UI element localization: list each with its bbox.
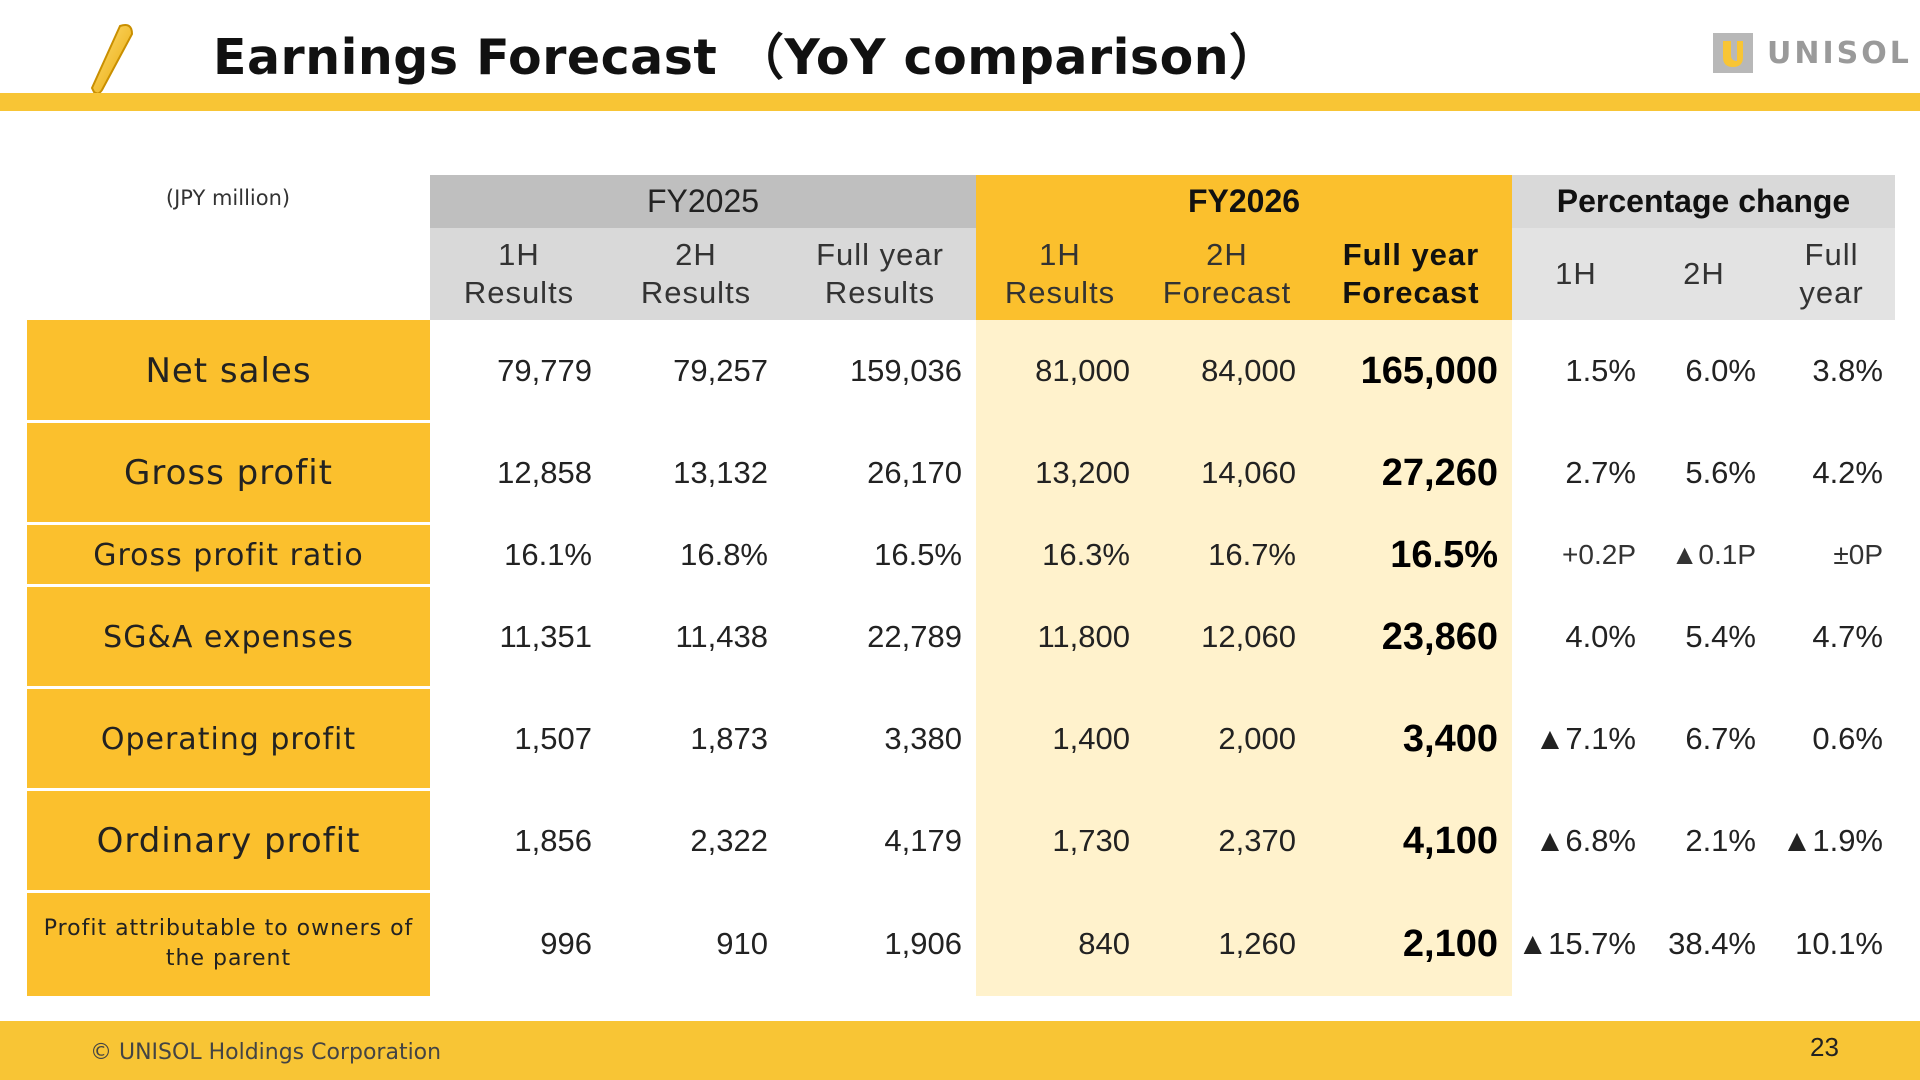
row-divider — [27, 686, 430, 689]
table-cell: 1,873 — [690, 721, 768, 756]
table-cell: 84,000 — [1201, 353, 1296, 388]
table-cell: +0.2P — [1562, 539, 1636, 570]
table-cell: 11,351 — [499, 619, 592, 654]
table-cell: 11,800 — [1037, 619, 1130, 654]
table-cell: 5.6% — [1685, 455, 1756, 490]
table-cell: 1,856 — [514, 823, 592, 858]
table-cell: 2,000 — [1218, 721, 1296, 756]
table-cell: 1,400 — [1052, 721, 1130, 756]
table-cell: 3.8% — [1812, 353, 1883, 388]
column-header: Full year Forecast — [1310, 228, 1512, 320]
column-header: 1H Results — [430, 228, 608, 320]
table-cell: 0.6% — [1812, 721, 1883, 756]
table-cell: 1,730 — [1052, 823, 1130, 858]
table-cell: 840 — [1078, 926, 1130, 961]
table-cell: ▲0.1P — [1670, 539, 1756, 570]
table-cell: 4.2% — [1812, 455, 1883, 490]
table-cell: 5.4% — [1685, 619, 1756, 654]
table-cell: 14,060 — [1201, 455, 1296, 490]
column-header: 1H Results — [976, 228, 1144, 320]
forecast-highlight — [976, 320, 1512, 996]
unit-label: (JPY million) — [165, 186, 291, 210]
table-cell: 165,000 — [1360, 349, 1498, 392]
row-divider — [27, 890, 430, 893]
table-cell: 10.1% — [1795, 926, 1883, 961]
row-label: Gross profit ratio — [27, 524, 430, 586]
row-label: Net sales — [27, 320, 430, 422]
table-cell: ±0P — [1833, 539, 1883, 570]
row-label: Ordinary profit — [27, 790, 430, 892]
column-header: 1H — [1512, 228, 1640, 320]
table-cell: 1,507 — [514, 721, 592, 756]
table-cell: ▲1.9% — [1781, 823, 1883, 858]
logo-mark-icon — [1713, 33, 1753, 73]
row-label: Gross profit — [27, 422, 430, 524]
table-cell: 4.0% — [1565, 619, 1636, 654]
table-cell: 16.7% — [1208, 537, 1296, 572]
table-cell: 6.7% — [1685, 721, 1756, 756]
copyright: © UNISOL Holdings Corporation — [90, 1040, 442, 1065]
table-cell: 4,100 — [1402, 819, 1498, 862]
row-label: SG&A expenses — [27, 586, 430, 688]
table-cell: 1,906 — [884, 926, 962, 961]
table-cell: 16.3% — [1042, 537, 1130, 572]
table-cell: 26,170 — [867, 455, 962, 490]
table-cell: 38.4% — [1668, 926, 1756, 961]
table-cell: 996 — [540, 926, 592, 961]
page-number: 23 — [1810, 1032, 1839, 1062]
column-header: Full year — [1768, 228, 1895, 320]
table-cell: 6.0% — [1685, 353, 1756, 388]
table-cell: 2,370 — [1218, 823, 1296, 858]
group-fy2025: FY2025 — [430, 175, 976, 228]
table-cell: 79,257 — [673, 353, 768, 388]
table-cell: 1.5% — [1565, 353, 1636, 388]
column-header: 2H Results — [608, 228, 784, 320]
table-cell: ▲15.7% — [1517, 926, 1636, 961]
table-cell: 27,260 — [1381, 451, 1498, 494]
row-label: Operating profit — [27, 688, 430, 790]
column-header: Full year Results — [784, 228, 976, 320]
unisol-logo: UNISOL — [1713, 33, 1912, 73]
row-divider — [27, 788, 430, 791]
header-bar — [0, 93, 1920, 111]
row-divider — [27, 420, 430, 423]
table-cell: 23,860 — [1381, 615, 1498, 658]
row-divider — [27, 522, 430, 525]
table-cell: ▲6.8% — [1534, 823, 1636, 858]
table-cell: 3,400 — [1402, 717, 1498, 760]
table-cell: 4,179 — [884, 823, 962, 858]
table-cell: 910 — [716, 926, 768, 961]
table-cell: 16.5% — [1390, 533, 1498, 576]
table-cell: 11,438 — [675, 619, 768, 654]
table-cell: 13,200 — [1035, 455, 1130, 490]
table-cell: 2,322 — [690, 823, 768, 858]
row-divider — [27, 584, 430, 587]
page-title: Earnings Forecast （YoY comparison） — [213, 29, 1279, 86]
table-cell: 2.1% — [1685, 823, 1756, 858]
table-cell: 2,100 — [1402, 922, 1498, 965]
row-label: Profit attributable to owners of the par… — [27, 892, 430, 996]
table-cell: 16.1% — [504, 537, 592, 572]
group-percentage-change: Percentage change — [1512, 175, 1895, 228]
group-fy2026: FY2026 — [976, 175, 1512, 228]
table-cell: 22,789 — [867, 619, 962, 654]
table-cell: 16.5% — [874, 537, 962, 572]
table-cell: 1,260 — [1218, 926, 1296, 961]
table-cell: 13,132 — [673, 455, 768, 490]
footer-bar — [0, 1021, 1920, 1080]
table-cell: 2.7% — [1565, 455, 1636, 490]
table-cell: 81,000 — [1035, 353, 1130, 388]
table-cell: 12,858 — [497, 455, 592, 490]
table-cell: 16.8% — [680, 537, 768, 572]
column-header: 2H — [1640, 228, 1768, 320]
table-cell: 79,779 — [497, 353, 592, 388]
logo-text: UNISOL — [1767, 35, 1912, 71]
table-cell: 3,380 — [884, 721, 962, 756]
column-header: 2H Forecast — [1144, 228, 1310, 320]
table-cell: ▲7.1% — [1534, 721, 1636, 756]
table-cell: 159,036 — [849, 353, 962, 388]
table-cell: 12,060 — [1201, 619, 1296, 654]
table-cell: 4.7% — [1812, 619, 1883, 654]
